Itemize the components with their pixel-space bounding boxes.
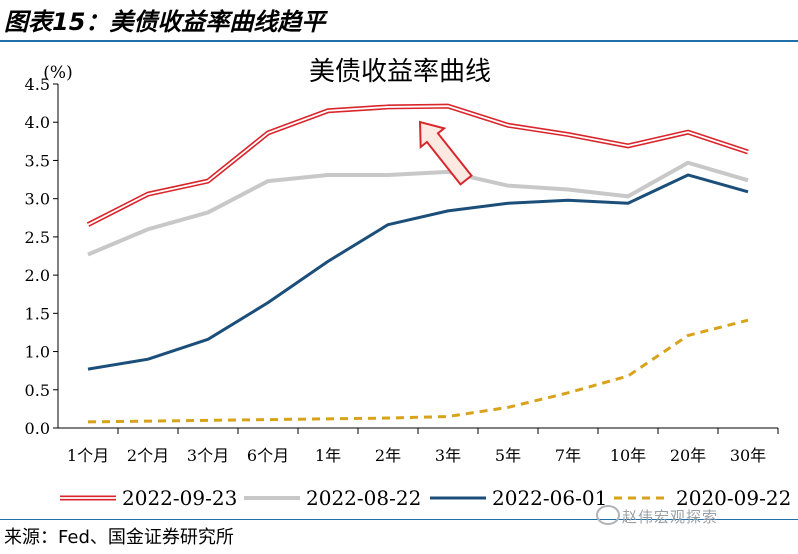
x-tick-label: 1个月: [67, 446, 109, 465]
annotation-layer: [418, 120, 473, 186]
x-tick-label: 5年: [495, 446, 521, 465]
y-tick-label: 4.5: [25, 75, 50, 94]
series-line-2022-08-22: [87, 160, 749, 257]
x-tick-label: 3个月: [187, 446, 229, 465]
y-tick-label: 3.5: [25, 151, 50, 170]
x-tick-label: 3年: [435, 446, 461, 465]
y-tick-label: 1.0: [25, 343, 50, 362]
y-axis-unit: (%): [43, 63, 72, 83]
source-note: 来源：Fed、国金证券研究所: [4, 527, 234, 548]
y-tick-label: 2.5: [25, 228, 50, 247]
series-line-2022-06-01: [87, 173, 749, 371]
yield-curve-chart: 美债收益率曲线 (%) 0.0 0.5 1.0 1.5 2.0 2.5 3.0 3.5 4.0 4…: [25, 57, 792, 510]
series-line-2022-09-23: [86, 103, 749, 227]
chart-title: 美债收益率曲线: [309, 57, 491, 87]
legend-label-2022-09-23: 2022-09-23: [122, 486, 237, 510]
series-line-inner-2022-09-23: [87, 105, 749, 226]
axes: 0.0 0.5 1.0 1.5 2.0 2.5 3.0 3.5 4.0 4.5 1个月 2个月 3个月 6…: [25, 75, 779, 465]
x-tick-label: 10年: [610, 446, 646, 465]
y-tick-label: 1.5: [25, 304, 50, 323]
figure-title: 图表15：美债收益率曲线趋平: [4, 8, 326, 36]
x-tick-label: 6个月: [247, 446, 289, 465]
y-tick-label: 0.0: [25, 419, 50, 438]
x-tick-label: 2个月: [127, 446, 169, 465]
y-tick-label: 0.5: [25, 381, 50, 400]
legend: 2022-09-23 2022-08-22 2022-06-01 2020-09-22: [60, 486, 791, 510]
y-tick-label: 3.0: [25, 190, 50, 209]
series-line-2020-09-22: [87, 318, 749, 424]
x-tick-label: 7年: [555, 446, 581, 465]
legend-label-2022-08-22: 2022-08-22: [306, 486, 421, 510]
x-tick-label: 2年: [375, 446, 401, 465]
trend-arrow: [418, 120, 473, 186]
top-divider: [0, 40, 798, 42]
watermark: 赵伟宏观探索: [622, 508, 719, 526]
wechat-icon: [596, 505, 620, 525]
y-tick-label: 2.0: [25, 266, 50, 285]
x-tick-label: 30年: [730, 446, 766, 465]
y-tick-label: 4.0: [25, 113, 50, 132]
series-layer: [86, 103, 749, 424]
legend-label-2022-06-01: 2022-06-01: [492, 486, 607, 510]
bottom-divider: [0, 519, 798, 520]
x-tick-label: 1年: [315, 446, 341, 465]
legend-label-2020-09-22: 2020-09-22: [676, 486, 791, 510]
x-tick-label: 20年: [670, 446, 706, 465]
